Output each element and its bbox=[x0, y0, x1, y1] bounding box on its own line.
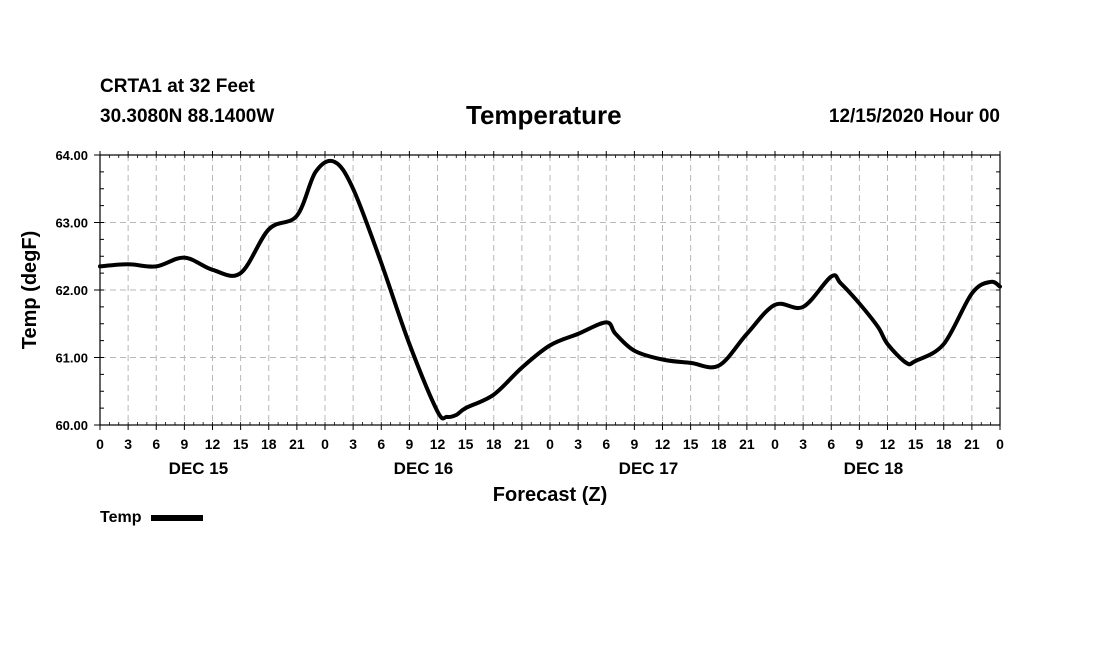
x-tick-label: 12 bbox=[880, 436, 896, 452]
y-tick-label: 64.00 bbox=[55, 148, 88, 163]
y-tick-label: 63.00 bbox=[55, 216, 88, 231]
y-tick-labels: 60.00 61.00 62.00 63.00 64.00 bbox=[55, 148, 88, 433]
chart-title: Temperature bbox=[466, 100, 622, 130]
day-labels: DEC 15 DEC 16 DEC 17 DEC 18 bbox=[169, 459, 904, 478]
y-axis-label: Temp (degF) bbox=[19, 231, 41, 350]
axis-ticks bbox=[94, 151, 1001, 430]
x-tick-label: 3 bbox=[124, 436, 132, 452]
y-tick-label: 62.00 bbox=[55, 283, 88, 298]
x-tick-label: 12 bbox=[655, 436, 671, 452]
legend-swatch-temp bbox=[151, 515, 204, 521]
x-tick-label: 21 bbox=[964, 436, 980, 452]
x-tick-label: 15 bbox=[683, 436, 699, 452]
x-tick-label: 18 bbox=[261, 436, 277, 452]
x-tick-label: 15 bbox=[233, 436, 249, 452]
x-tick-label: 9 bbox=[405, 436, 413, 452]
x-tick-label: 18 bbox=[711, 436, 727, 452]
x-tick-label: 15 bbox=[458, 436, 474, 452]
x-tick-label: 0 bbox=[321, 436, 329, 452]
x-tick-label: 6 bbox=[377, 436, 385, 452]
y-tick-label: 61.00 bbox=[55, 351, 88, 366]
x-tick-label: 9 bbox=[180, 436, 188, 452]
x-tick-label: 0 bbox=[546, 436, 554, 452]
series-line-temp bbox=[98, 158, 1002, 421]
day-label: DEC 18 bbox=[844, 459, 904, 478]
x-tick-label: 6 bbox=[827, 436, 835, 452]
day-label: DEC 17 bbox=[619, 459, 679, 478]
grid-lines bbox=[100, 155, 1000, 425]
x-tick-label: 21 bbox=[514, 436, 530, 452]
x-axis-label: Forecast (Z) bbox=[493, 484, 607, 506]
x-tick-label: 0 bbox=[96, 436, 104, 452]
x-tick-label: 15 bbox=[908, 436, 924, 452]
x-tick-labels: 0 3 6 9 12 15 18 21 0 3 6 9 12 15 18 21 0 3 6 9 12 15 18 21 0 3 6 9… bbox=[96, 436, 1004, 452]
x-tick-label: 9 bbox=[630, 436, 638, 452]
x-tick-label: 0 bbox=[771, 436, 779, 452]
day-label: DEC 16 bbox=[394, 459, 454, 478]
legend: Temp bbox=[100, 509, 204, 527]
x-tick-label: 3 bbox=[349, 436, 357, 452]
issue-time: 12/15/2020 Hour 00 bbox=[828, 106, 1000, 127]
x-tick-label: 21 bbox=[739, 436, 755, 452]
station-label: CRTA1 at 32 Feet bbox=[100, 76, 255, 97]
x-tick-label: 18 bbox=[486, 436, 502, 452]
day-label: DEC 15 bbox=[169, 459, 229, 478]
x-tick-label: 9 bbox=[855, 436, 863, 452]
station-coordinates: 30.3080N 88.1400W bbox=[100, 106, 275, 127]
x-tick-label: 6 bbox=[602, 436, 610, 452]
x-tick-label: 0 bbox=[996, 436, 1004, 452]
x-tick-label: 6 bbox=[152, 436, 160, 452]
x-tick-label: 12 bbox=[205, 436, 221, 452]
x-tick-label: 3 bbox=[574, 436, 582, 452]
x-tick-label: 3 bbox=[799, 436, 807, 452]
x-tick-label: 21 bbox=[289, 436, 305, 452]
y-tick-label: 60.00 bbox=[55, 418, 88, 433]
x-tick-label: 18 bbox=[936, 436, 952, 452]
legend-label: Temp bbox=[100, 509, 142, 526]
x-tick-label: 12 bbox=[430, 436, 446, 452]
